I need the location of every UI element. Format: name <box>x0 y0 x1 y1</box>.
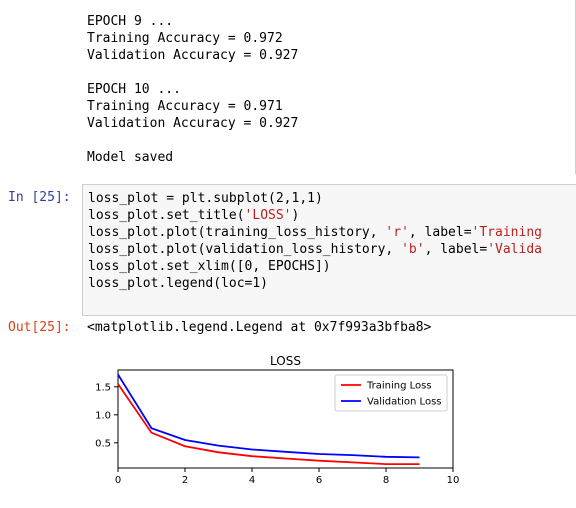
code-token: loss_plot.legend(loc=1) <box>88 276 269 291</box>
y-tick-label: 1.5 <box>95 382 111 393</box>
code-string-token: 'Training <box>471 225 542 240</box>
y-tick-label: 1.0 <box>95 410 111 421</box>
code-token: loss_plot.set_title( <box>88 208 245 223</box>
x-tick-label: 2 <box>182 475 188 486</box>
legend-label: Validation Loss <box>367 397 442 408</box>
code-string-token: 'LOSS' <box>244 208 292 223</box>
stream-line: Training Accuracy = 0.972 <box>87 31 283 46</box>
code-token: ) <box>291 208 300 223</box>
stream-line: EPOCH 10 ... <box>87 82 181 97</box>
code-line: loss_plot.plot(validation_loss_history, … <box>88 241 542 258</box>
y-tick-label: 0.5 <box>95 438 111 449</box>
code-string-token: 'r' <box>385 225 409 240</box>
code-token: , label= <box>408 225 472 240</box>
legend-box <box>334 374 448 412</box>
code-token: loss_plot.set_xlim([0, EPOCHS]) <box>88 259 331 274</box>
stream-line: EPOCH 9 ... <box>87 14 174 29</box>
code-line: loss_plot.legend(loc=1) <box>88 275 268 292</box>
code-string-token: 'b' <box>401 242 425 257</box>
x-tick-label: 0 <box>115 475 121 486</box>
series-line-validation <box>117 374 420 459</box>
code-editor[interactable]: loss_plot = plt.subplot(2,1,1) loss_plot.… <box>82 184 576 316</box>
legend-label: Training Loss <box>366 381 432 392</box>
stream-output-area: EPOCH 9 ... Training Accuracy = 0.972 Vali… <box>0 0 576 174</box>
output-prompt: Out[25]: <box>8 320 71 335</box>
code-string-token: 'Valida <box>487 242 542 257</box>
code-token: , label= <box>424 242 488 257</box>
x-tick-label: 6 <box>316 475 322 486</box>
code-token: loss_plot.plot(validation_loss_history, <box>88 242 402 257</box>
x-tick-label: 10 <box>447 475 460 486</box>
series-line-training <box>117 383 420 465</box>
x-tick-label: 8 <box>383 475 389 486</box>
loss-chart: LOSS 0 2 4 6 8 10 0.5 1.0 1.5 Training Loss Validat… <box>95 354 460 486</box>
x-tick-label: 4 <box>249 475 255 486</box>
stream-line: Training Accuracy = 0.971 <box>87 99 283 114</box>
output-text: <matplotlib.legend.Legend at 0x7f993a3bf… <box>87 320 432 335</box>
stream-line: Validation Accuracy = 0.927 <box>87 48 299 63</box>
stream-line: Validation Accuracy = 0.927 <box>87 116 299 131</box>
code-line: loss_plot = plt.subplot(2,1,1) <box>88 190 323 207</box>
code-line: loss_plot.plot(training_loss_history, 'r… <box>88 224 542 241</box>
input-prompt: In [25]: <box>8 190 71 205</box>
code-line: loss_plot.set_xlim([0, EPOCHS]) <box>88 258 331 275</box>
chart-title: LOSS <box>270 354 301 368</box>
stream-line: Model saved <box>87 150 174 165</box>
code-line: loss_plot.set_title('LOSS') <box>88 207 299 224</box>
code-token: loss_plot = plt.subplot(2,1,1) <box>88 191 323 206</box>
code-token: loss_plot.plot(training_loss_history, <box>88 225 386 240</box>
